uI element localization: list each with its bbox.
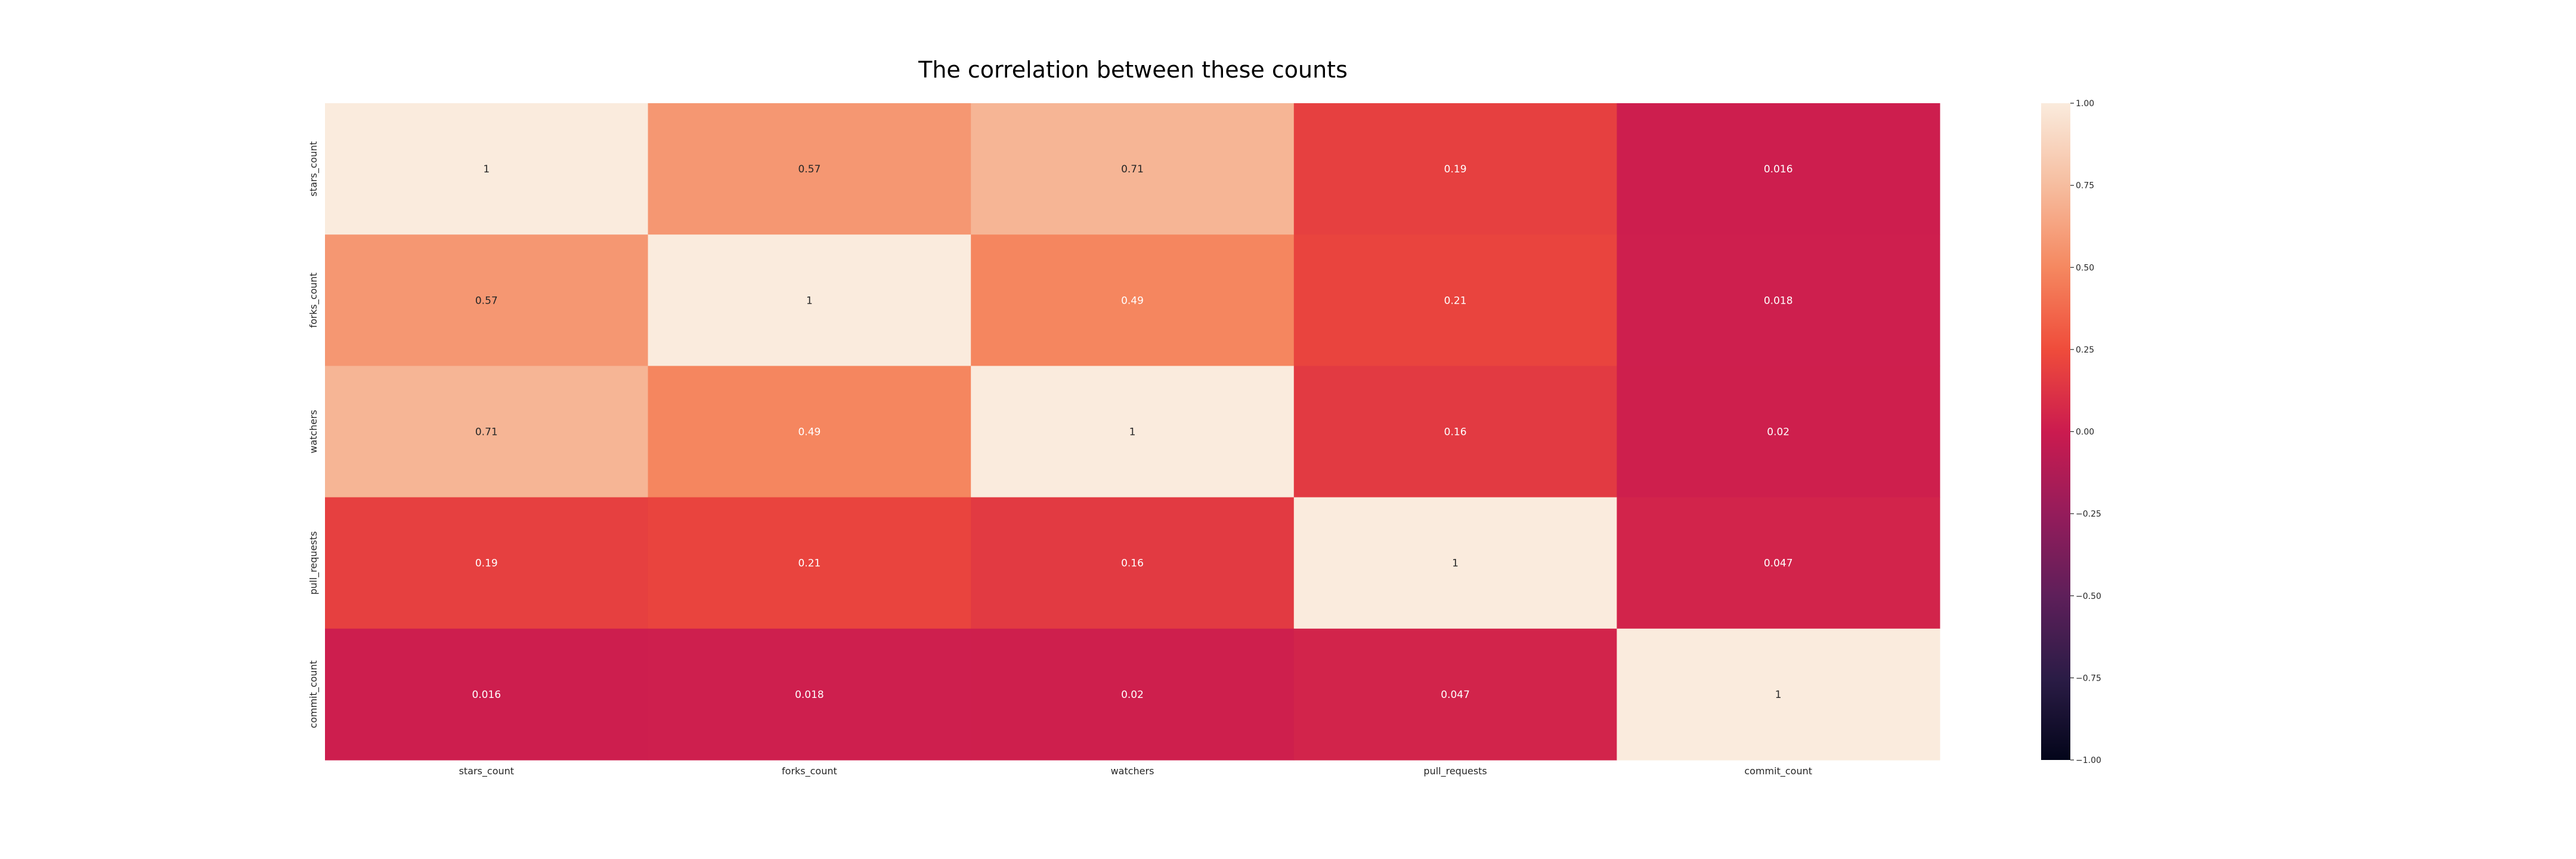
heatmap-cell [971,234,1295,366]
heatmap-cell [1617,366,1940,498]
cell-value-label: 0.02 [1121,689,1144,701]
cell-value-label: 0.16 [1121,558,1144,570]
heatmap-cell [648,497,971,629]
x-tick-label: commit_count [1744,765,1812,777]
heatmap-cell [1293,366,1617,498]
heatmap-cell [1617,103,1940,235]
heatmap-cell [971,366,1295,498]
cell-value-label: 0.16 [1444,427,1467,438]
cell-value-label: 0.57 [475,295,498,307]
heatmap-cell [1293,497,1617,629]
colorbar-tick-label: −0.75 [2076,673,2101,683]
heatmap-cell [325,628,649,761]
cell-value-label: 0.018 [1764,295,1793,307]
heatmap-cell [1293,234,1617,366]
heatmap-cell [648,234,971,366]
y-axis-tick-labels: stars_count forks_count watchers pull_reque… [308,141,320,728]
heatmap-cell [648,628,971,761]
heatmap-cell [648,366,971,498]
colorbar: 1.00 0.75 0.50 0.25 0.00 −0.25 −0.50 −0.75 −1.00 [2041,99,2101,765]
cell-value-label: 0.71 [475,427,498,438]
colorbar-tick-label: 0.25 [2076,345,2094,355]
cell-value-label: 1 [1775,689,1782,701]
colorbar-tick-label: −1.00 [2076,756,2101,765]
y-tick-label: forks_count [308,273,320,328]
heatmap-cell [971,103,1295,235]
cell-value-label: 0.21 [1444,295,1467,307]
cell-value-label: 0.018 [795,689,824,701]
heatmap-cell [971,628,1295,761]
heatmap-cell [325,103,649,235]
heatmap-cell [325,234,649,366]
colorbar-tick-label: −0.50 [2076,592,2101,601]
cell-value-label: 0.49 [798,427,821,438]
cell-value-label: 0.21 [798,558,821,570]
y-tick-label: stars_count [308,141,320,196]
x-tick-label: stars_count [459,765,514,777]
cell-value-label: 1 [483,163,490,175]
x-tick-label: pull_requests [1423,765,1487,777]
heatmap-cells: 1 0.57 0.71 0.19 0.016 0.57 1 0.49 0.21 0.018 0.71… [325,103,1940,761]
heatmap-cell [1293,628,1617,761]
colorbar-tick-label: 1.00 [2076,99,2094,109]
cell-value-label: 0.02 [1767,427,1789,438]
x-tick-label: watchers [1111,765,1154,777]
cell-value-label: 1 [1452,558,1459,570]
heatmap-cell [325,366,649,498]
x-tick-label: forks_count [782,765,837,777]
heatmap-cell [648,103,971,235]
cell-value-label: 0.016 [472,689,501,701]
heatmap-cell [1617,497,1940,629]
colorbar-tick-label: 0.50 [2076,263,2094,273]
cell-value-label: 1 [806,295,813,307]
cell-value-label: 1 [1129,427,1136,438]
cell-value-label: 0.19 [1444,163,1467,175]
colorbar-gradient [2041,103,2070,760]
cell-value-label: 0.016 [1764,163,1793,175]
cell-value-label: 0.19 [475,558,498,570]
x-axis-tick-labels: stars_count forks_count watchers pull_reque… [459,765,1812,777]
heatmap-cell [1617,628,1940,761]
colorbar-tick-label: 0.75 [2076,181,2094,191]
y-tick-label: pull_requests [308,532,320,595]
cell-value-label: 0.71 [1121,163,1144,175]
colorbar-tick-label: 0.00 [2076,428,2094,437]
cell-value-label: 0.57 [798,163,821,175]
heatmap-cell [971,497,1295,629]
cell-value-label: 0.047 [1441,689,1470,701]
chart-title: The correlation between these counts [918,57,1348,83]
cell-value-label: 0.49 [1121,295,1144,307]
cell-value-label: 0.047 [1764,558,1793,570]
heatmap-cell [325,497,649,629]
y-tick-label: commit_count [308,660,320,728]
heatmap-cell [1293,103,1617,235]
colorbar-tick-label: −0.25 [2076,509,2101,519]
heatmap-cell [1617,234,1940,366]
y-tick-label: watchers [308,410,319,453]
